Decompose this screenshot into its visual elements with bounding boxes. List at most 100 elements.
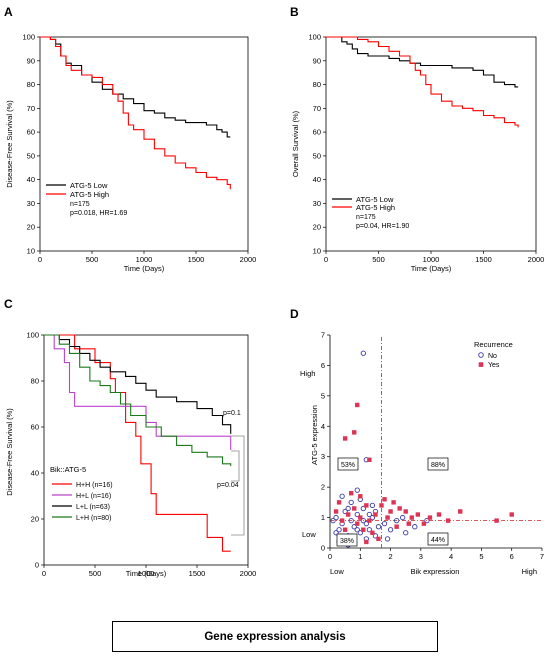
panel-d-y-tick-label-1: 1: [321, 513, 325, 522]
panel-d-point-yes-10: [352, 506, 357, 511]
panel-c-y-tick-label-0: 0: [35, 561, 39, 570]
panel-c-curve-2: [44, 334, 232, 434]
panel-d-x-low: Low: [330, 567, 344, 576]
panel-d-quadrant-upper_right: 88%: [431, 462, 445, 469]
panel-c-x-tick-label-4: 2000: [240, 569, 257, 578]
panel-b-label: B: [290, 5, 299, 19]
panel-d-point-yes-5: [336, 500, 342, 505]
panel-d-point-yes-20: [382, 497, 387, 502]
panel-a-x-tick-label-4: 2000: [240, 255, 257, 264]
panel-b-legend-high: ATG-5 High: [356, 203, 395, 212]
panel-c-x-ticks: 0 500 1000 1500 2000: [42, 565, 256, 578]
panel-d-y-ticks: 0 1 2 3 4 5 6 7: [321, 331, 330, 553]
panel-d-legend-yes: Yes: [488, 362, 500, 369]
panel-a-curve-1: [40, 36, 231, 190]
panel-d-point-yes-21: [385, 515, 390, 520]
panel-a-legend-high: ATG-5 High: [70, 190, 109, 199]
panel-a-p-annotation: p=0.018, HR=1.69: [70, 210, 127, 217]
panel-c-x-tick-label-0: 0: [42, 569, 46, 578]
panel-d-point-no-31: [381, 521, 388, 527]
panel-d-point-no-29: [366, 511, 373, 518]
panel-b-y-tick-label-0: 10: [313, 247, 321, 256]
panel-d-legend-no-marker: [478, 352, 484, 358]
panel-d-y-label: ATG-5 expression: [310, 405, 319, 465]
panel-c-legend-lh: L+H (n=80): [76, 515, 111, 522]
panel-a-y-tick-label-5: 60: [27, 128, 35, 137]
panel-b-curves: [326, 36, 519, 128]
panel-d-quadrant-labels: 53% 88% 38% 44%: [336, 457, 449, 547]
panel-d-quadrant-lower_left: 38%: [340, 538, 354, 545]
panel-c-y-tick-label-3: 60: [31, 423, 39, 432]
panel-d-point-yes-39: [364, 539, 369, 545]
panel-d-point-yes-12: [358, 515, 363, 520]
panel-d-point-no-1: [354, 487, 360, 493]
panel-d-point-no-35: [412, 524, 418, 530]
panel-c-x-tick-label-2: 1000: [138, 569, 155, 578]
panel-a-legend-low: ATG-5 Low: [70, 181, 108, 190]
panel-c-x-label: Time (Days): [126, 569, 167, 578]
panel-b-y-ticks: 10 20 30 40 50 60 70 80 90 100: [308, 33, 326, 256]
panel-b-y-tick-label-3: 40: [313, 175, 321, 184]
panel-d-point-yes-33: [458, 509, 463, 514]
panel-d-legend: Recurrence No Yes: [474, 340, 513, 369]
panel-d-quadrant-box-lower_right: [427, 532, 449, 546]
panel-b-y-tick-label-1: 20: [313, 223, 321, 232]
panel-d-x-tick-label-1: 1: [358, 552, 362, 561]
panel-d-point-no-25: [339, 493, 345, 499]
panel-d-y-high: High: [300, 369, 315, 378]
panel-a-y-tick-label-8: 90: [27, 56, 35, 65]
panel-d-x-high: High: [522, 567, 537, 576]
panel-b-x-tick-label-1: 500: [372, 255, 385, 264]
panel-c-bracket-upper: [231, 450, 240, 482]
panel-d-x-tick-label-6: 6: [510, 552, 514, 561]
panel-d-point-no-13: [363, 521, 369, 527]
panel-d-point-no-34: [403, 530, 409, 536]
panel-b-y-tick-label-6: 70: [313, 104, 321, 113]
panel-d-label: D: [290, 307, 299, 321]
panel-d-point-yes-34: [494, 518, 499, 523]
panel-c-y-label: Disease-Free Survival (%): [5, 408, 14, 496]
panel-d-x-tick-label-7: 7: [540, 552, 544, 561]
panel-d-point-no-8: [348, 517, 354, 524]
panel-c-legend: Bik::ATG-5 H+H (n=16) H+L (n=16) L+L (n=…: [50, 465, 113, 522]
panel-d-x-tick-label-0: 0: [328, 552, 332, 561]
panel-c-legend-ll: L+L (n=63): [76, 504, 110, 511]
panel-d-cutoff-lines: [330, 335, 542, 548]
panel-a-curve-0: [40, 36, 231, 138]
panel-d-point-yes-7: [342, 527, 348, 532]
panel-d-point-yes-31: [436, 512, 442, 517]
panel-d-x-tick-label-3: 3: [419, 552, 423, 561]
panel-d-point-yes-16: [370, 530, 375, 535]
panel-d-point-yes-23: [391, 500, 396, 505]
panel-d-legend-title: Recurrence: [474, 340, 513, 349]
panel-d-point-yes-40: [349, 491, 354, 496]
panel-b-x-tick-label-0: 0: [324, 255, 328, 264]
panel-b-x-tick-label-4: 2000: [528, 255, 545, 264]
panel-d-point-no-20: [348, 499, 354, 506]
panel-d-point-no-11: [357, 530, 363, 536]
panel-b-y-tick-label-7: 80: [313, 80, 321, 89]
panel-d-point-no-12: [360, 505, 366, 512]
panel-d-point-yes-36: [333, 509, 339, 514]
panel-b-x-ticks: 0 500 1000 1500 2000: [324, 251, 544, 264]
panel-d-legend-yes-marker: [478, 362, 484, 367]
panel-d-point-no-39: [354, 527, 360, 533]
panel-d-point-no-14: [366, 527, 373, 533]
panel-d-y-tick-label-7: 7: [321, 331, 325, 340]
panel-d-point-yes-41: [406, 521, 411, 526]
panel-b-legend: ATG-5 Low ATG-5 High n=175 p=0.04, HR=1.…: [332, 195, 409, 230]
panel-d-point-no-26: [345, 505, 351, 512]
figure-caption: Gene expression analysis: [112, 621, 438, 652]
panel-a-x-tick-label-0: 0: [38, 255, 42, 264]
panel-a-x-tick-label-3: 1500: [188, 255, 205, 264]
panel-a-y-tick-label-4: 50: [27, 151, 35, 160]
panel-a: A 10 20 30 40 50 60 70 80 90 100 0 500 1000 1500 2000…: [4, 5, 256, 273]
panel-a-y-tick-label-2: 30: [27, 199, 35, 208]
panel-a-y-tick-label-9: 100: [22, 33, 35, 42]
panel-d-point-no-9: [351, 524, 357, 530]
panel-d-point-yes-26: [403, 509, 408, 514]
panel-d-x-tick-label-5: 5: [479, 552, 483, 561]
panel-d-point-no-40: [360, 517, 366, 524]
panel-a-n-annotation: n=175: [70, 201, 90, 208]
